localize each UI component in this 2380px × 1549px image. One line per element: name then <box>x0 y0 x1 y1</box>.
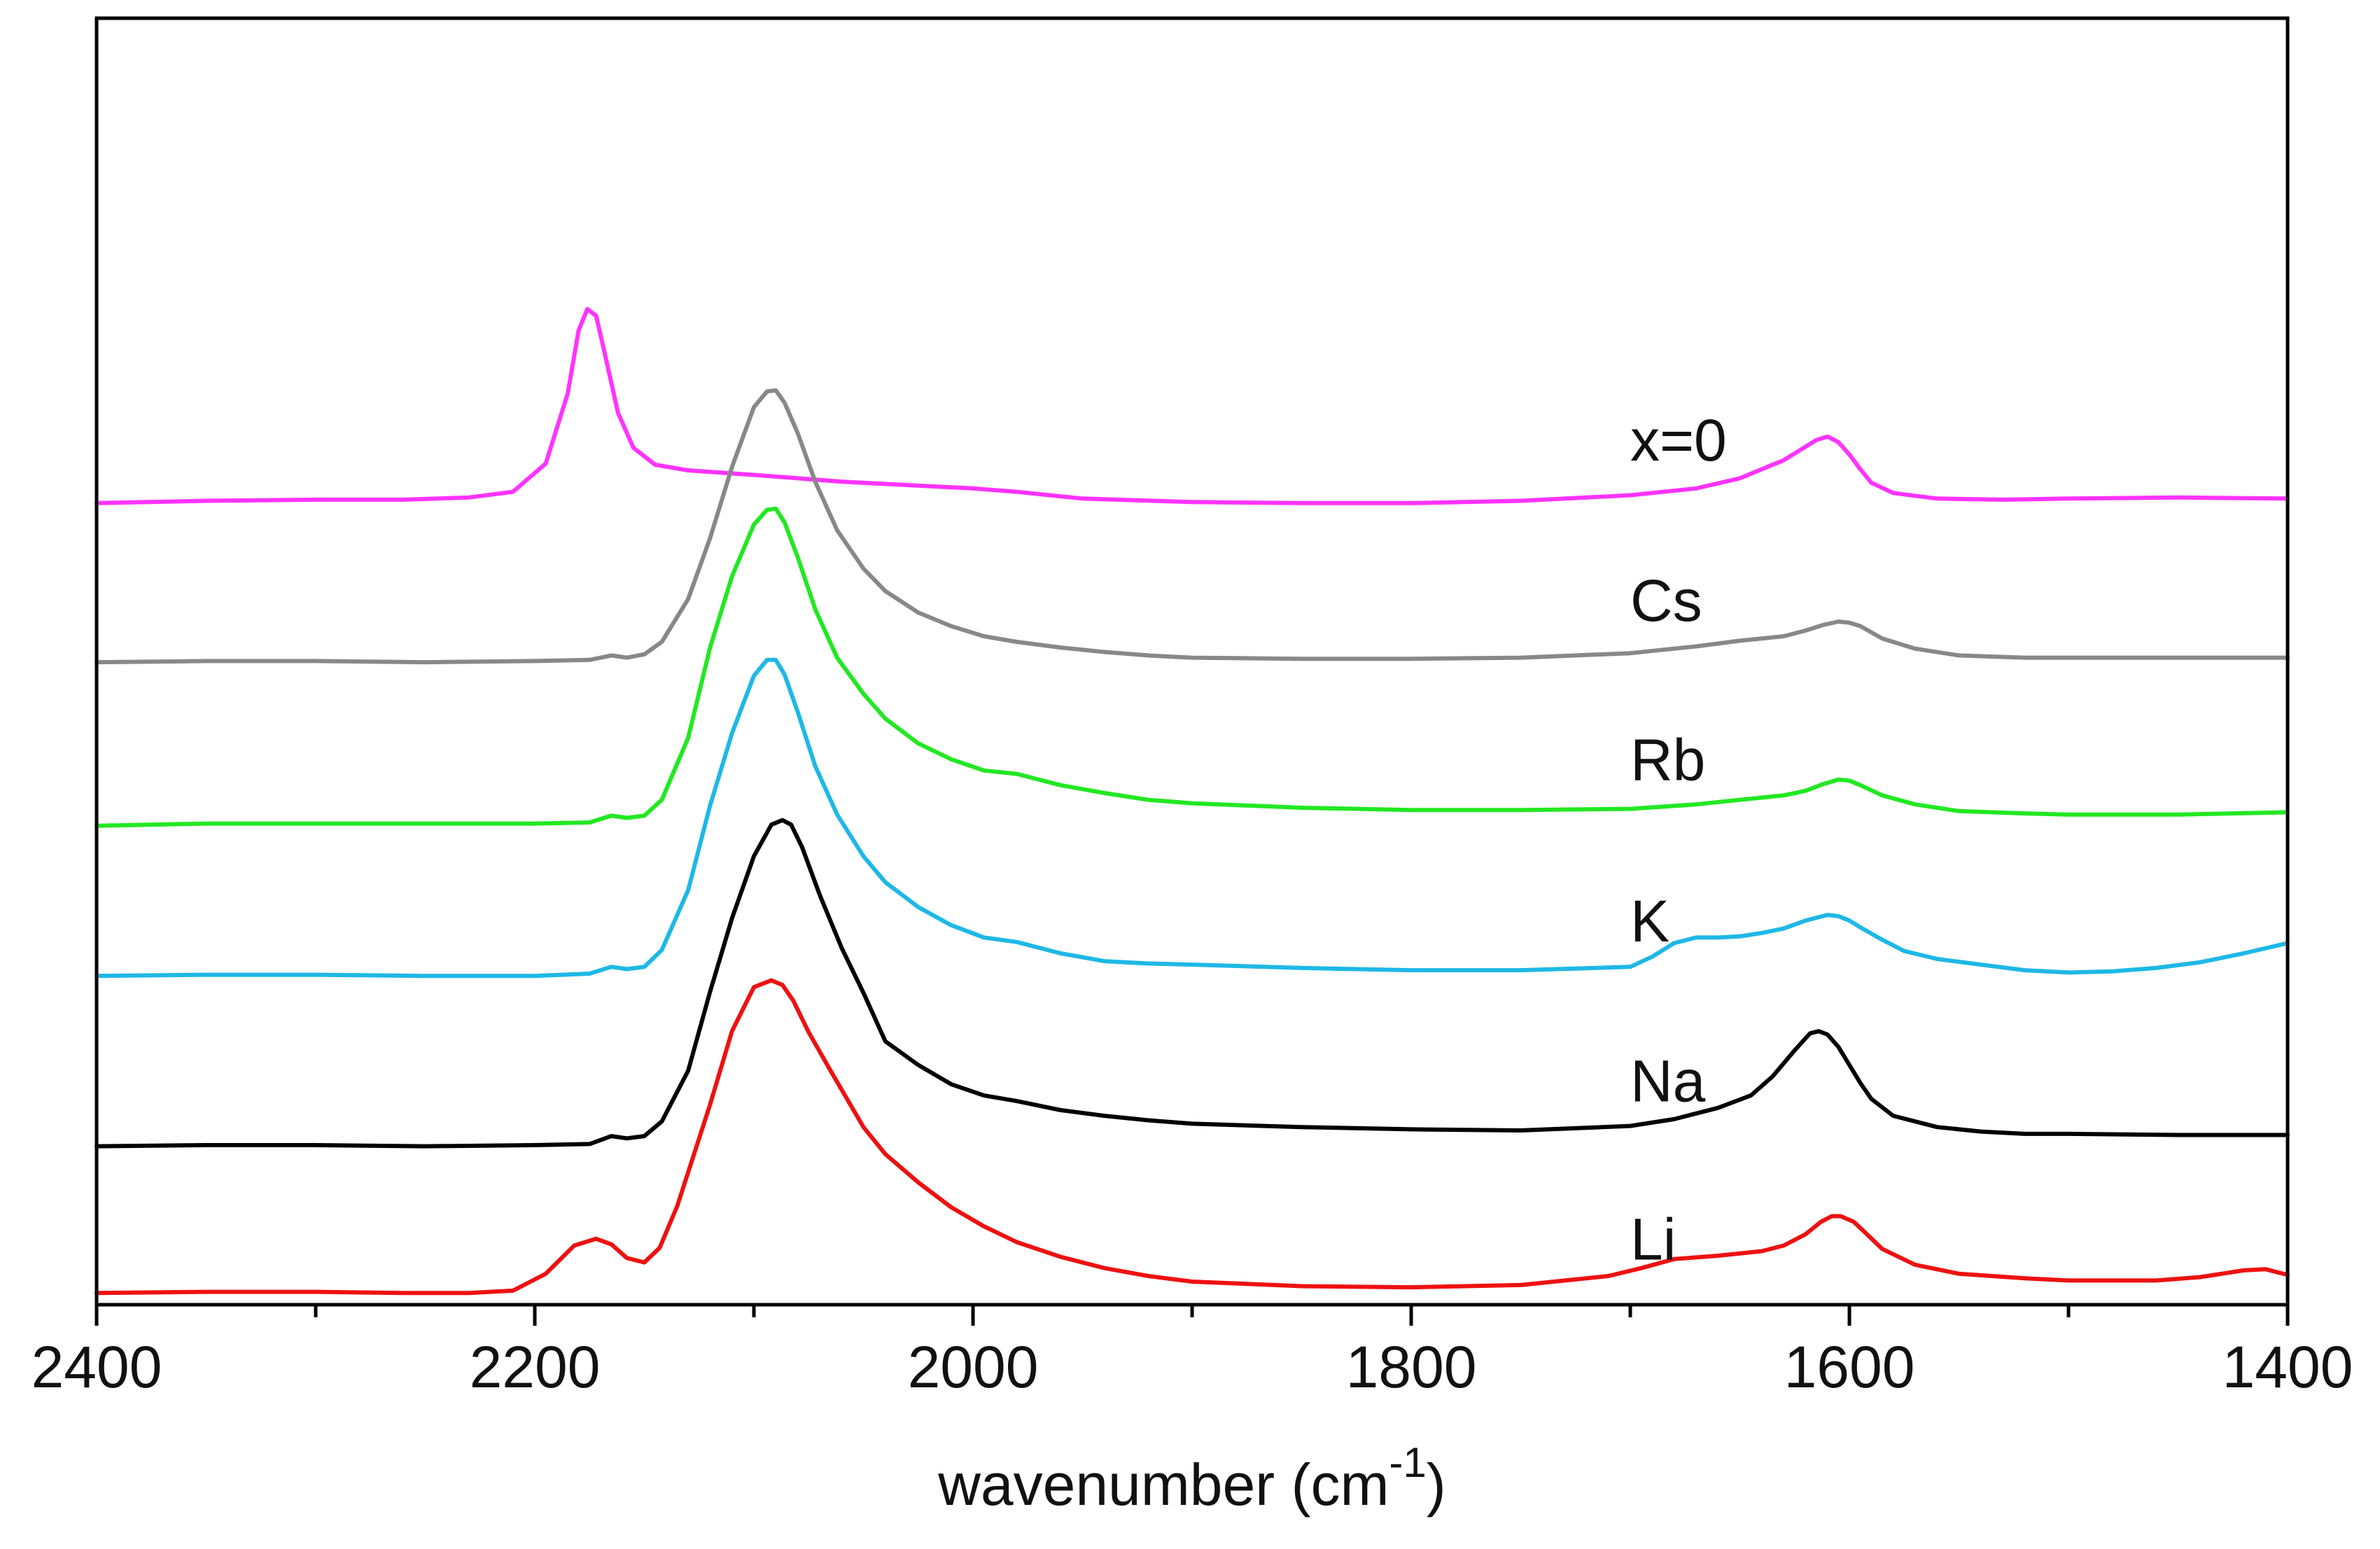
series-line-x0 <box>94 307 2290 505</box>
x-tick-label: 1400 <box>2222 1334 2353 1400</box>
x-tick-label: 1800 <box>1346 1334 1477 1400</box>
series-line-cs <box>94 388 2290 665</box>
x-tick-label: 2200 <box>470 1334 601 1400</box>
x-tick-label: 2000 <box>908 1334 1039 1400</box>
x-tick-label: 2400 <box>31 1334 162 1400</box>
series-label-na: Na <box>1630 1049 1706 1114</box>
series-label-layer: x=0 Cs Rb K Na Li <box>1630 407 1727 1272</box>
series-label-cs: Cs <box>1630 568 1702 633</box>
series-label-rb: Rb <box>1630 727 1705 792</box>
series-label-x0: x=0 <box>1630 407 1727 473</box>
x-axis-label-text: wavenumber (cm <box>937 1452 1389 1518</box>
x-axis-label-suffix: ) <box>1427 1452 1446 1518</box>
series-layer <box>94 307 2290 1296</box>
series-line-k <box>94 657 2290 979</box>
x-tick-label: 1600 <box>1784 1334 1915 1400</box>
x-axis-label-superscript: -1 <box>1389 1439 1426 1486</box>
series-line-li <box>94 978 2290 1296</box>
tick-layer: 2400 2200 2000 1800 1600 1400 <box>31 1305 2353 1400</box>
series-line-rb <box>94 506 2290 828</box>
x-axis-label: wavenumber (cm-1) <box>937 1439 1446 1518</box>
series-label-k: K <box>1630 888 1670 954</box>
series-line-na <box>94 818 2290 1149</box>
series-label-li: Li <box>1630 1206 1676 1272</box>
